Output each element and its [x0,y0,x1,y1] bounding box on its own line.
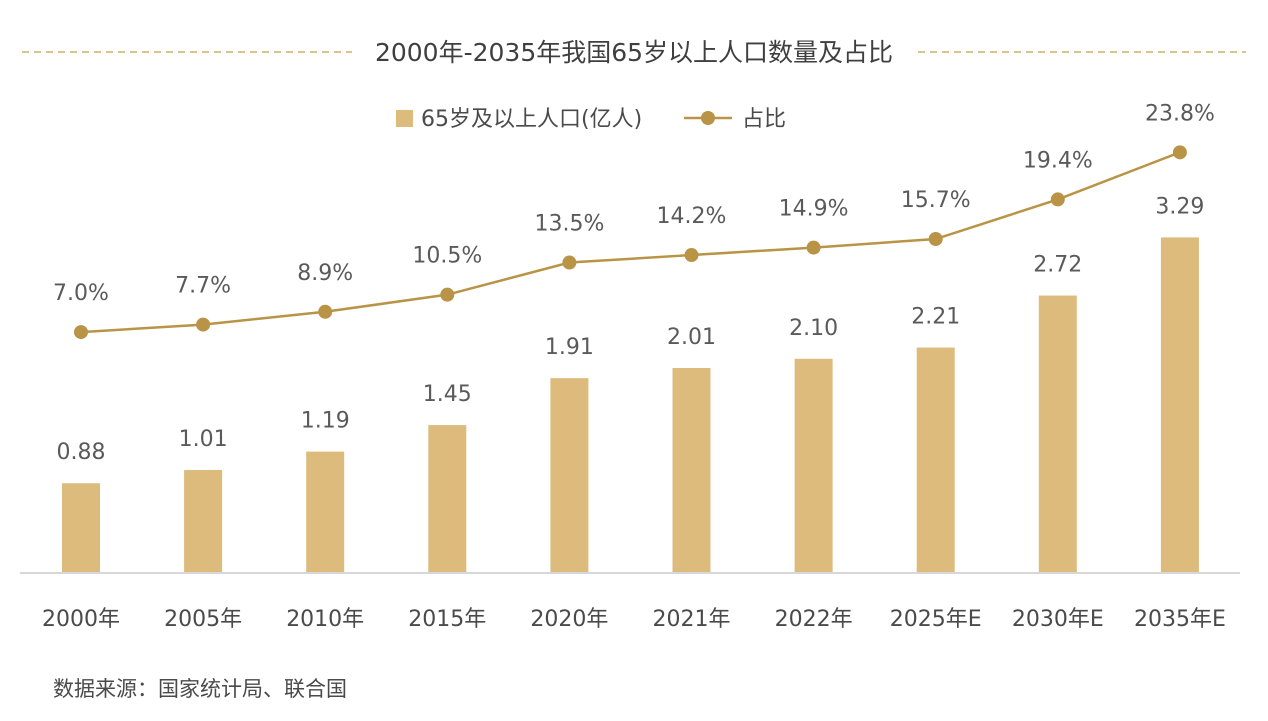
bar-8 [916,347,955,573]
line-value-label: 10.5% [412,244,482,269]
line-point-4 [440,287,455,302]
line-value-label: 8.9% [297,261,353,286]
line-point-8 [928,232,943,247]
line-point-1 [74,325,88,340]
bar-9 [1038,295,1077,573]
x-tick-label: 2020年 [530,607,608,632]
line-value-label: 23.8% [1145,101,1215,126]
bar-5 [550,378,589,573]
line-series: 7.0% 7.7% 8.9% 10.5% 13.5% 14.2% 14.9% 15.7% 19.… [53,101,1215,340]
x-tick-label: 2030年E [1012,607,1104,632]
line-value-label: 14.2% [657,204,727,229]
x-tick-label: 2035年E [1134,607,1226,632]
bar-value-label: 2.10 [789,316,838,341]
bar-3 [306,451,345,573]
line-point-6 [684,248,699,263]
bar-6 [672,367,711,573]
bar-value-label: 2.01 [667,325,716,350]
x-tick-label: 2025年E [890,607,982,632]
legend-bar-swatch [396,110,413,127]
x-tick-label: 2015年 [408,607,486,632]
line-value-label: 14.9% [779,197,849,222]
line-value-label: 7.0% [53,281,109,306]
bar-10 [1160,237,1199,574]
bar-value-label: 1.19 [301,409,350,434]
x-tick-label: 2000年 [42,607,120,632]
bar-series [62,237,1199,574]
x-tick-label: 2021年 [653,607,731,632]
bar-value-label: 0.88 [57,440,106,465]
line-value-label: 19.4% [1023,148,1093,173]
bar-4 [428,425,467,573]
bar-value-label: 1.91 [545,335,594,360]
line-point-7 [806,240,821,255]
legend-line-label: 占比 [742,107,786,132]
bar-value-label: 2.21 [911,305,960,330]
bar-value-label: 2.72 [1033,253,1082,278]
bar-value-label: 1.01 [179,427,228,452]
line-point-5 [562,255,577,270]
legend-bar-label: 65岁及以上人口(亿人) [421,107,642,132]
bar-2 [184,469,223,573]
legend-line-marker [701,111,715,125]
x-axis-labels: 2000年 2005年 2010年 2015年 2020年 2021年 2022年 2025年… [42,607,1226,632]
line-point-10 [1172,145,1187,160]
bar-value-labels: 0.88 1.01 1.19 1.45 1.91 2.01 2.10 2.21 2.72 3.29 [57,194,1205,465]
bar-1 [62,483,100,573]
line-value-label: 7.7% [175,274,231,299]
line-path [80,151,1181,334]
x-tick-label: 2022年 [775,607,853,632]
legend: 65岁及以上人口(亿人) 占比 [396,107,786,132]
chart-title: 2000年-2035年我国65岁以上人口数量及占比 [375,38,893,67]
line-point-3 [318,304,333,319]
line-value-label: 13.5% [534,212,604,237]
bar-7 [794,358,833,573]
chart-title-group: 2000年-2035年我国65岁以上人口数量及占比 [22,38,1246,67]
x-tick-label: 2010年 [286,607,364,632]
bar-value-label: 3.29 [1155,194,1204,219]
bar-value-label: 1.45 [423,382,472,407]
source-note: 数据来源：国家统计局、联合国 [53,677,347,701]
line-point-9 [1050,192,1065,207]
line-value-label: 15.7% [901,188,971,213]
x-tick-label: 2005年 [164,607,242,632]
line-point-2 [196,317,211,332]
